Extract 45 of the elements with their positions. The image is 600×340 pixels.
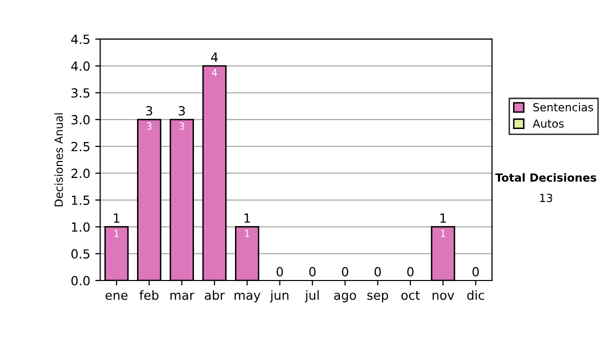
y-tick-label: 4.0 [71, 61, 90, 71]
y-tick-label: 2.0 [72, 168, 90, 178]
x-tick-label: jun [270, 290, 288, 302]
legend-label: Sentencias [533, 102, 594, 112]
total-label: 3 [146, 106, 152, 116]
x-tick-label: ene [106, 292, 128, 300]
data-label: 4 [212, 68, 218, 76]
x-tick-label: nov [432, 292, 454, 300]
total-label: 0 [407, 267, 414, 276]
x-tick-label: jul [304, 290, 319, 302]
text: 13 [540, 194, 552, 202]
data-label: 1 [441, 230, 446, 237]
x-tick-label: abr [204, 290, 225, 300]
x-tick-label: may [234, 292, 260, 302]
x-tick-label: ago [334, 292, 356, 302]
total-label: 1 [440, 214, 446, 223]
total-label: 1 [114, 214, 120, 223]
legend-label: Autos [532, 119, 564, 128]
text: Total Decisiones [495, 173, 596, 182]
x-tick-label: feb [139, 290, 159, 300]
total-label: 4 [211, 52, 218, 62]
y-tick-label: 0.0 [71, 276, 90, 286]
data-label: 1 [114, 230, 119, 237]
data-label: 1 [245, 230, 250, 237]
total-label: 0 [309, 267, 316, 276]
total-label: 0 [374, 267, 381, 276]
x-tick-label: mar [170, 292, 194, 300]
data-label: 3 [146, 122, 152, 130]
total-label: 0 [276, 267, 283, 276]
y-tick-label: 4.5 [71, 34, 90, 44]
total-label: 1 [244, 214, 250, 223]
data-label: 3 [179, 122, 184, 130]
x-tick-label: oct [401, 290, 420, 300]
total-label: 3 [178, 106, 185, 116]
total-label: 0 [472, 267, 479, 276]
y-tick-label: 3.0 [72, 115, 90, 124]
y-tick-label: 3.5 [72, 88, 90, 98]
y-axis-title: Decisiones Anual [54, 113, 63, 206]
y-tick-label: 2.5 [72, 142, 90, 152]
y-tick-label: 1.0 [72, 222, 90, 232]
total-label: 0 [342, 267, 348, 276]
y-tick-label: 0.5 [71, 249, 90, 259]
y-tick-label: 1.5 [72, 196, 90, 205]
x-tick-label: sep [367, 292, 388, 302]
x-tick-label: dic [467, 290, 484, 300]
